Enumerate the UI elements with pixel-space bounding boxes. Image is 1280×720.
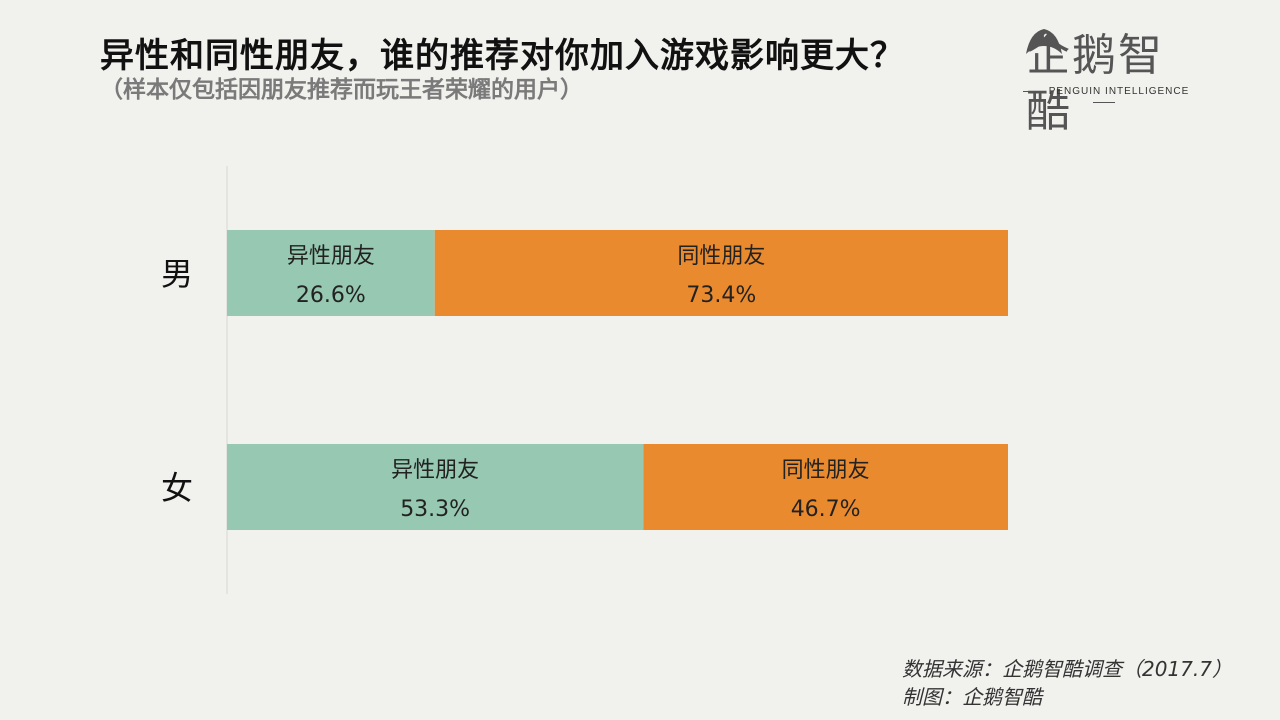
- data-label: 46.7%: [791, 497, 861, 522]
- series-label: 异性朋友: [391, 458, 479, 483]
- series-label: 同性朋友: [677, 244, 765, 269]
- category-label: 男: [161, 255, 193, 293]
- chart-source: 数据来源：企鹅智酷调查（2017.7） 制图：企鹅智酷: [902, 655, 1232, 711]
- data-label: 26.6%: [296, 283, 366, 308]
- bar-segment: [434, 230, 1009, 316]
- penguin-icon: [1026, 29, 1062, 54]
- category-label: 女: [161, 469, 193, 507]
- data-label: 73.4%: [686, 283, 756, 308]
- bar-segment: [227, 444, 644, 530]
- data-label: 53.3%: [400, 497, 470, 522]
- page-subtitle: （样本仅包括因朋友推荐而玩王者荣耀的用户）: [100, 77, 583, 103]
- bar-segment: [227, 230, 435, 316]
- credit-text: 制图：企鹅智酷: [902, 685, 1042, 709]
- series-label: 异性朋友: [287, 244, 375, 269]
- bar-segment: [643, 444, 1008, 530]
- brand-logo: 企鹅智酷 PENGUIN INTELLIGENCE: [1018, 24, 1190, 137]
- series-label: 同性朋友: [782, 458, 870, 483]
- logo-tagline: PENGUIN INTELLIGENCE: [1018, 86, 1190, 108]
- source-text: 数据来源：企鹅智酷调查（2017.7）: [902, 657, 1232, 681]
- page-title: 异性和同性朋友，谁的推荐对你加入游戏影响更大？: [100, 36, 905, 76]
